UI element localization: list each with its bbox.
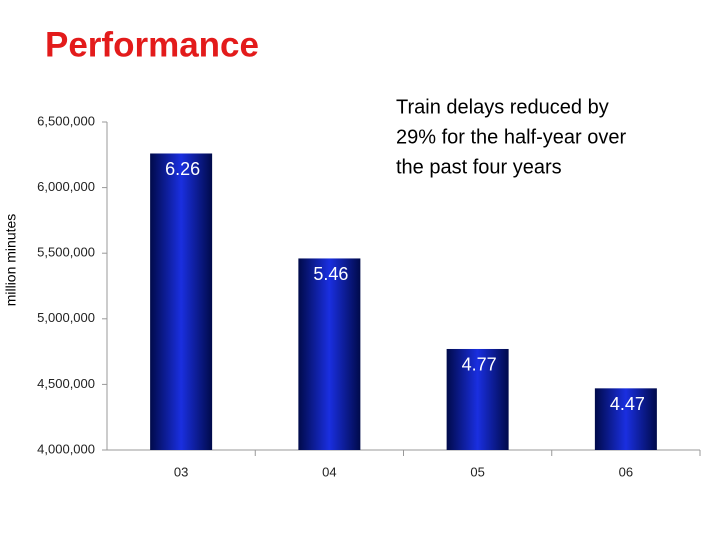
x-tick-label: 05: [470, 464, 484, 479]
value-label: 4.47: [610, 394, 645, 414]
value-label: 6.26: [165, 159, 200, 179]
y-tick-label: 4,500,000: [37, 376, 95, 391]
y-tick-label: 6,000,000: [37, 179, 95, 194]
value-label: 5.46: [313, 264, 348, 284]
chart-title: Performance: [45, 25, 259, 64]
bar: [594, 388, 657, 450]
x-tick-label: 04: [322, 464, 336, 479]
bar: [298, 258, 361, 450]
bar: [446, 348, 509, 450]
y-tick-label: 4,000,000: [37, 441, 95, 456]
y-tick-label: 6,500,000: [37, 113, 95, 128]
annotation: 29% for the half-year over: [396, 126, 626, 148]
y-axis-label: million minutes: [3, 214, 19, 307]
y-tick-label: 5,500,000: [37, 245, 95, 260]
y-tick-label: 5,000,000: [37, 310, 95, 325]
x-tick-label: 03: [174, 464, 188, 479]
bar: [150, 153, 213, 450]
value-label: 4.77: [462, 355, 497, 375]
annotation: Train delays reduced by: [396, 96, 609, 118]
annotation: the past four years: [396, 156, 562, 178]
x-tick-label: 06: [619, 464, 633, 479]
